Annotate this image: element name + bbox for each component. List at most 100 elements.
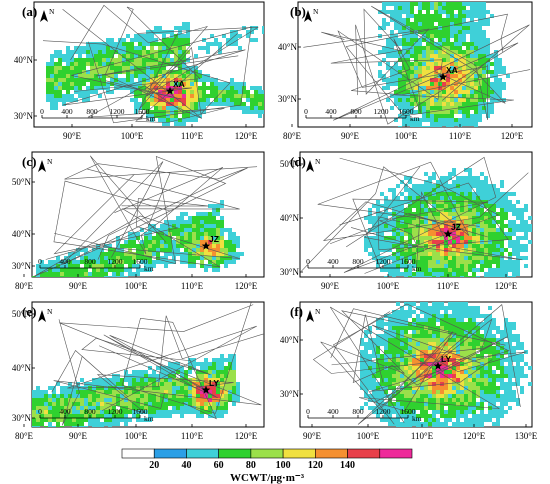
density-cell <box>368 378 372 382</box>
city-star <box>201 241 211 250</box>
density-cell <box>120 268 124 272</box>
density-cell <box>452 264 456 268</box>
density-cell <box>204 252 208 256</box>
density-cell <box>490 14 494 18</box>
density-cell <box>52 402 56 406</box>
density-cell <box>392 330 396 334</box>
density-cell <box>500 216 504 220</box>
density-cell <box>74 86 78 90</box>
density-cell <box>434 46 438 50</box>
density-cell <box>488 260 492 264</box>
density-cell <box>182 58 186 62</box>
density-cell <box>458 70 462 74</box>
density-cell <box>448 306 452 310</box>
density-cell <box>242 86 246 90</box>
density-cell <box>174 90 178 94</box>
density-cell <box>400 264 404 268</box>
colorbar-tick-label: 100 <box>276 460 291 471</box>
density-cell <box>420 302 424 306</box>
density-cell <box>492 268 496 272</box>
density-cell <box>436 418 440 422</box>
density-cell <box>416 260 420 264</box>
density-cell <box>476 334 480 338</box>
colorbar-segment <box>250 448 284 459</box>
density-cell <box>400 346 404 350</box>
density-cell <box>130 98 134 102</box>
density-cell <box>412 350 416 354</box>
density-cell <box>166 58 170 62</box>
density-cell <box>412 418 416 422</box>
density-cell <box>472 390 476 394</box>
density-cell <box>224 398 228 402</box>
density-cell <box>178 122 182 126</box>
density-cell <box>416 386 420 390</box>
density-cell <box>416 378 420 382</box>
density-cell <box>102 50 106 54</box>
density-cell <box>424 228 428 232</box>
density-cell <box>68 406 72 410</box>
density-cell <box>394 26 398 30</box>
density-cell <box>496 346 500 350</box>
density-cell <box>444 410 448 414</box>
density-cell <box>204 248 208 252</box>
density-cell <box>172 402 176 406</box>
density-cell <box>404 184 408 188</box>
density-cell <box>466 10 470 14</box>
scale-label: 1600 <box>135 107 150 116</box>
density-cell <box>414 74 418 78</box>
density-cell <box>72 418 76 422</box>
density-cell <box>360 358 364 362</box>
density-cell <box>54 50 58 54</box>
density-cell <box>58 58 62 62</box>
boundary-line <box>330 30 488 101</box>
density-cell <box>388 224 392 228</box>
density-cell <box>460 188 464 192</box>
density-cell <box>122 38 126 42</box>
density-cell <box>144 370 148 374</box>
density-cell <box>442 10 446 14</box>
boundaries <box>42 4 259 124</box>
boundary-line <box>345 13 514 117</box>
density-cell <box>410 30 414 34</box>
density-cell <box>136 244 140 248</box>
density-cell <box>440 180 444 184</box>
density-cell <box>408 362 412 366</box>
density-cell <box>48 402 52 406</box>
density-cell <box>438 22 442 26</box>
density-cell <box>478 42 482 46</box>
density-cell <box>178 106 182 110</box>
density-cell <box>448 386 452 390</box>
density-cell <box>152 378 156 382</box>
density-cell <box>496 200 500 204</box>
density-cell <box>508 260 512 264</box>
density-cell <box>452 196 456 200</box>
density-cell <box>436 422 440 426</box>
density-cell <box>238 34 242 38</box>
density-cell <box>106 90 110 94</box>
density-cell <box>220 390 224 394</box>
density-cell <box>402 78 406 82</box>
density-cell <box>430 14 434 18</box>
density-cell <box>398 10 402 14</box>
density-cell <box>416 318 420 322</box>
density-cell <box>470 2 474 6</box>
density-cell <box>188 398 192 402</box>
density-cell <box>190 70 194 74</box>
density-cell <box>478 54 482 58</box>
density-cell <box>180 382 184 386</box>
boundary-line <box>339 156 500 273</box>
density-cell <box>388 322 392 326</box>
density-cell <box>414 38 418 42</box>
density-cell <box>488 204 492 208</box>
density-cell <box>508 354 512 358</box>
density-cell <box>412 216 416 220</box>
density-cell <box>468 382 472 386</box>
density-cell <box>448 346 452 350</box>
density-cell <box>86 46 90 50</box>
density-cell <box>468 232 472 236</box>
density-cell <box>388 228 392 232</box>
density-cell <box>158 106 162 110</box>
density-cell <box>392 402 396 406</box>
density-cell <box>472 314 476 318</box>
